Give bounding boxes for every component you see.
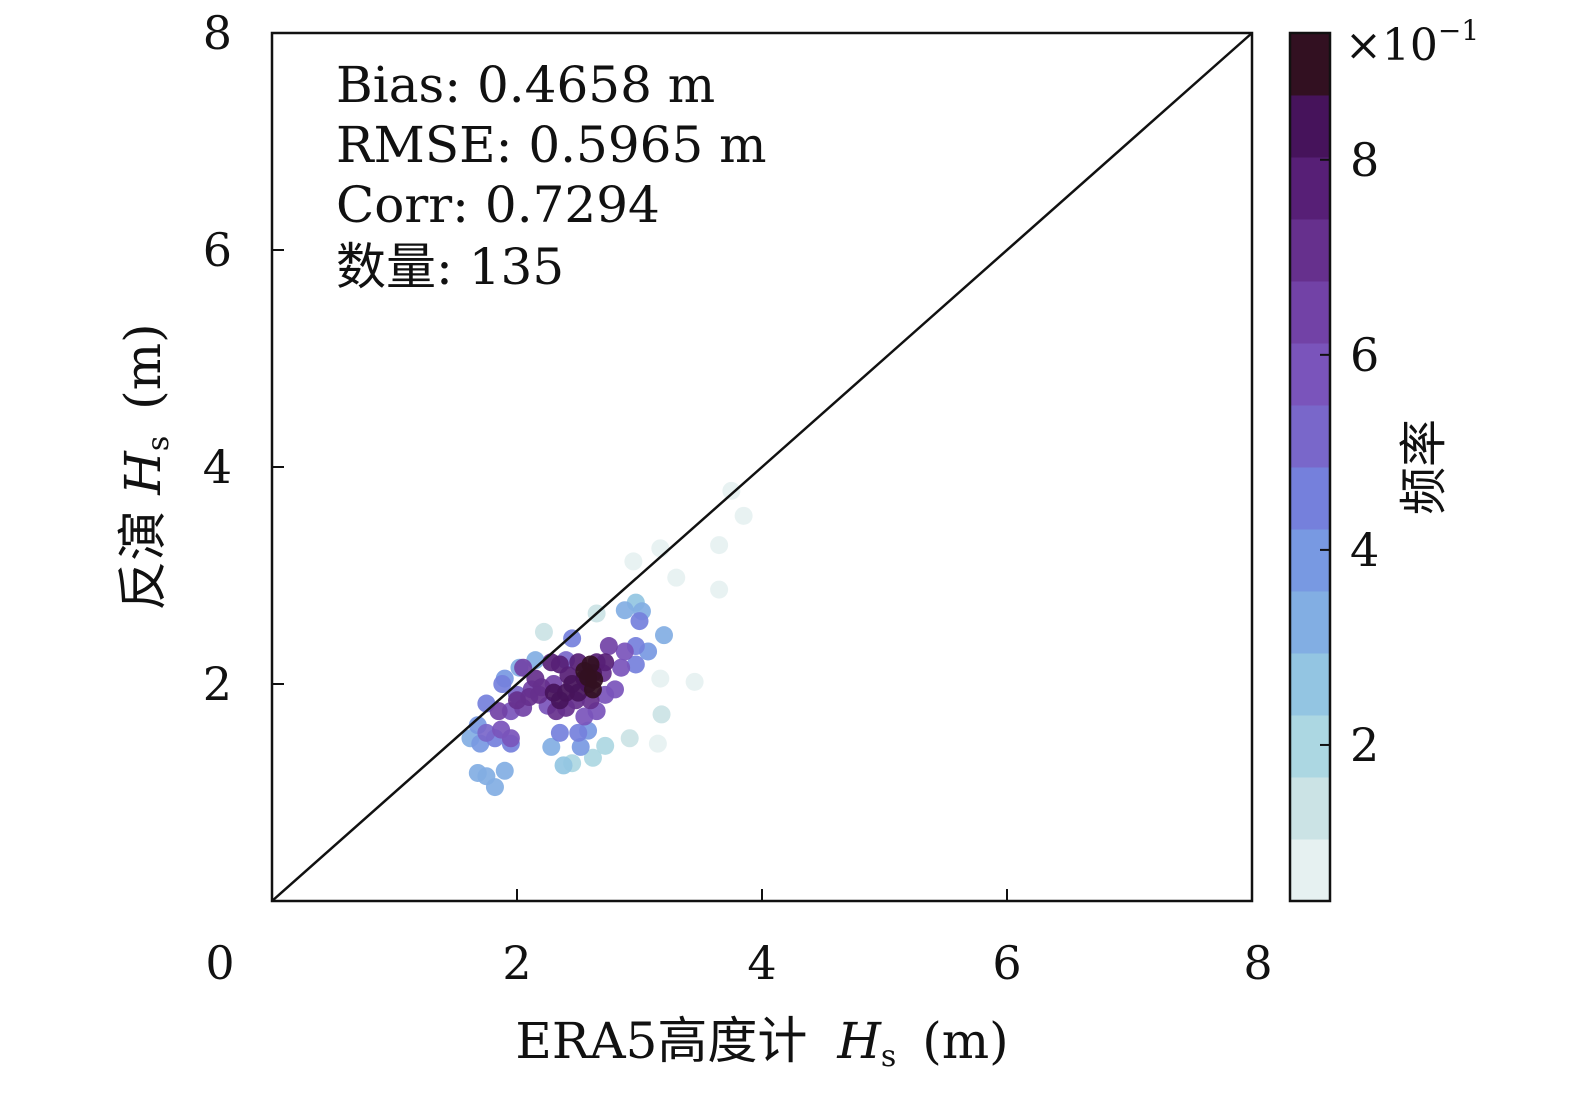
stat-rmse: RMSE: 0.5965 m (336, 116, 767, 174)
y-axis-label-sub: s (141, 436, 176, 451)
data-point (585, 670, 604, 689)
data-point (569, 683, 588, 702)
y-axis-label: 反演 Hs (m) (114, 323, 180, 610)
stat-corr: Corr: 0.7294 (336, 176, 660, 234)
y-axis-label-unit: (m) (114, 323, 172, 409)
colorbar-ticks: 2 4 6 8 (1320, 133, 1379, 772)
colorbar-segment (1290, 219, 1330, 282)
points-layer (461, 481, 753, 797)
colorbar-segment (1290, 529, 1330, 592)
x-axis-label-var: H (836, 1012, 882, 1070)
x-tick-label: 8 (1243, 936, 1272, 990)
data-point (550, 723, 569, 742)
data-point (468, 763, 487, 782)
colorbar-tick-label: 6 (1350, 328, 1379, 382)
y-axis-ticks: 2 4 6 8 (203, 6, 284, 711)
colorbar-segment (1290, 33, 1330, 96)
colorbar-scale: ×10−1 (1345, 14, 1479, 71)
y-tick-label: 6 (203, 223, 232, 277)
colorbar-segment (1290, 343, 1330, 406)
x-axis-label: ERA5高度计 Hs (m) (515, 1012, 1008, 1078)
data-point (624, 552, 643, 571)
one-to-one-line (271, 32, 1253, 902)
data-point (710, 536, 729, 555)
data-point (534, 622, 553, 641)
data-point (648, 734, 667, 753)
data-point (734, 506, 753, 525)
data-point (489, 702, 508, 721)
data-point (514, 658, 533, 677)
x-tick-label: 6 (992, 936, 1021, 990)
data-point (542, 737, 561, 756)
data-point (651, 669, 670, 688)
colorbar-tick-label: 8 (1350, 133, 1379, 187)
data-point (615, 601, 634, 620)
colorbar-label: 频率 (1396, 419, 1452, 515)
x-axis-ticks: 0 2 4 6 8 (205, 889, 1273, 990)
colorbar-segment (1290, 405, 1330, 468)
colorbar-segment (1290, 157, 1330, 220)
colorbar-segment (1290, 715, 1330, 778)
data-point (612, 658, 631, 677)
stat-count: 数量: 135 (336, 238, 564, 296)
data-point (495, 761, 514, 780)
x-axis-label-sub: s (881, 1039, 896, 1074)
colorbar-segment (1290, 281, 1330, 344)
data-point (655, 626, 673, 645)
data-point (630, 612, 649, 631)
data-point (583, 748, 602, 767)
data-point (651, 539, 670, 558)
colorbar-segment (1290, 839, 1330, 902)
colorbar-scale-exp: −1 (1438, 14, 1479, 47)
stats-box: Bias: 0.4658 m RMSE: 0.5965 m Corr: 0.72… (336, 56, 767, 296)
x-tick-label: 2 (502, 936, 531, 990)
data-point (530, 685, 549, 704)
colorbar-tick-label: 2 (1350, 718, 1379, 772)
stat-bias: Bias: 0.4658 m (336, 56, 715, 114)
x-axis-label-unit: (m) (922, 1012, 1008, 1070)
data-point (667, 568, 686, 587)
data-point (571, 737, 590, 756)
colorbar-segment (1290, 777, 1330, 840)
x-tick-label: 0 (205, 936, 234, 990)
y-axis-label-var: H (114, 450, 172, 496)
colorbar-segment (1290, 95, 1330, 158)
colorbar-segment (1290, 467, 1330, 530)
data-point (620, 729, 639, 748)
data-point (477, 723, 496, 742)
colorbar-tick-label: 4 (1350, 523, 1379, 577)
data-point (615, 642, 634, 661)
colorbar-segment (1290, 653, 1330, 716)
data-point (626, 655, 645, 674)
data-point (606, 680, 624, 699)
data-point (554, 756, 573, 775)
colorbar-scale-base: ×10 (1345, 20, 1438, 71)
data-point (492, 720, 511, 739)
data-point (596, 736, 615, 755)
data-point (493, 675, 512, 693)
data-point (563, 629, 582, 648)
y-tick-label: 4 (203, 440, 232, 494)
data-point (710, 580, 729, 599)
data-point (685, 672, 704, 691)
data-point (722, 481, 741, 500)
colorbar (1290, 33, 1330, 902)
y-tick-label: 8 (203, 6, 232, 60)
x-axis-label-prefix: ERA5高度计 (515, 1012, 807, 1070)
y-axis-label-prefix: 反演 (114, 511, 172, 611)
data-point (596, 653, 615, 672)
data-point (569, 723, 588, 742)
colorbar-frame (1288, 31, 1332, 903)
data-point (652, 705, 671, 724)
y-tick-label: 2 (203, 657, 232, 711)
colorbar-segment (1290, 591, 1330, 654)
x-tick-label: 4 (747, 936, 776, 990)
data-point (599, 637, 618, 656)
